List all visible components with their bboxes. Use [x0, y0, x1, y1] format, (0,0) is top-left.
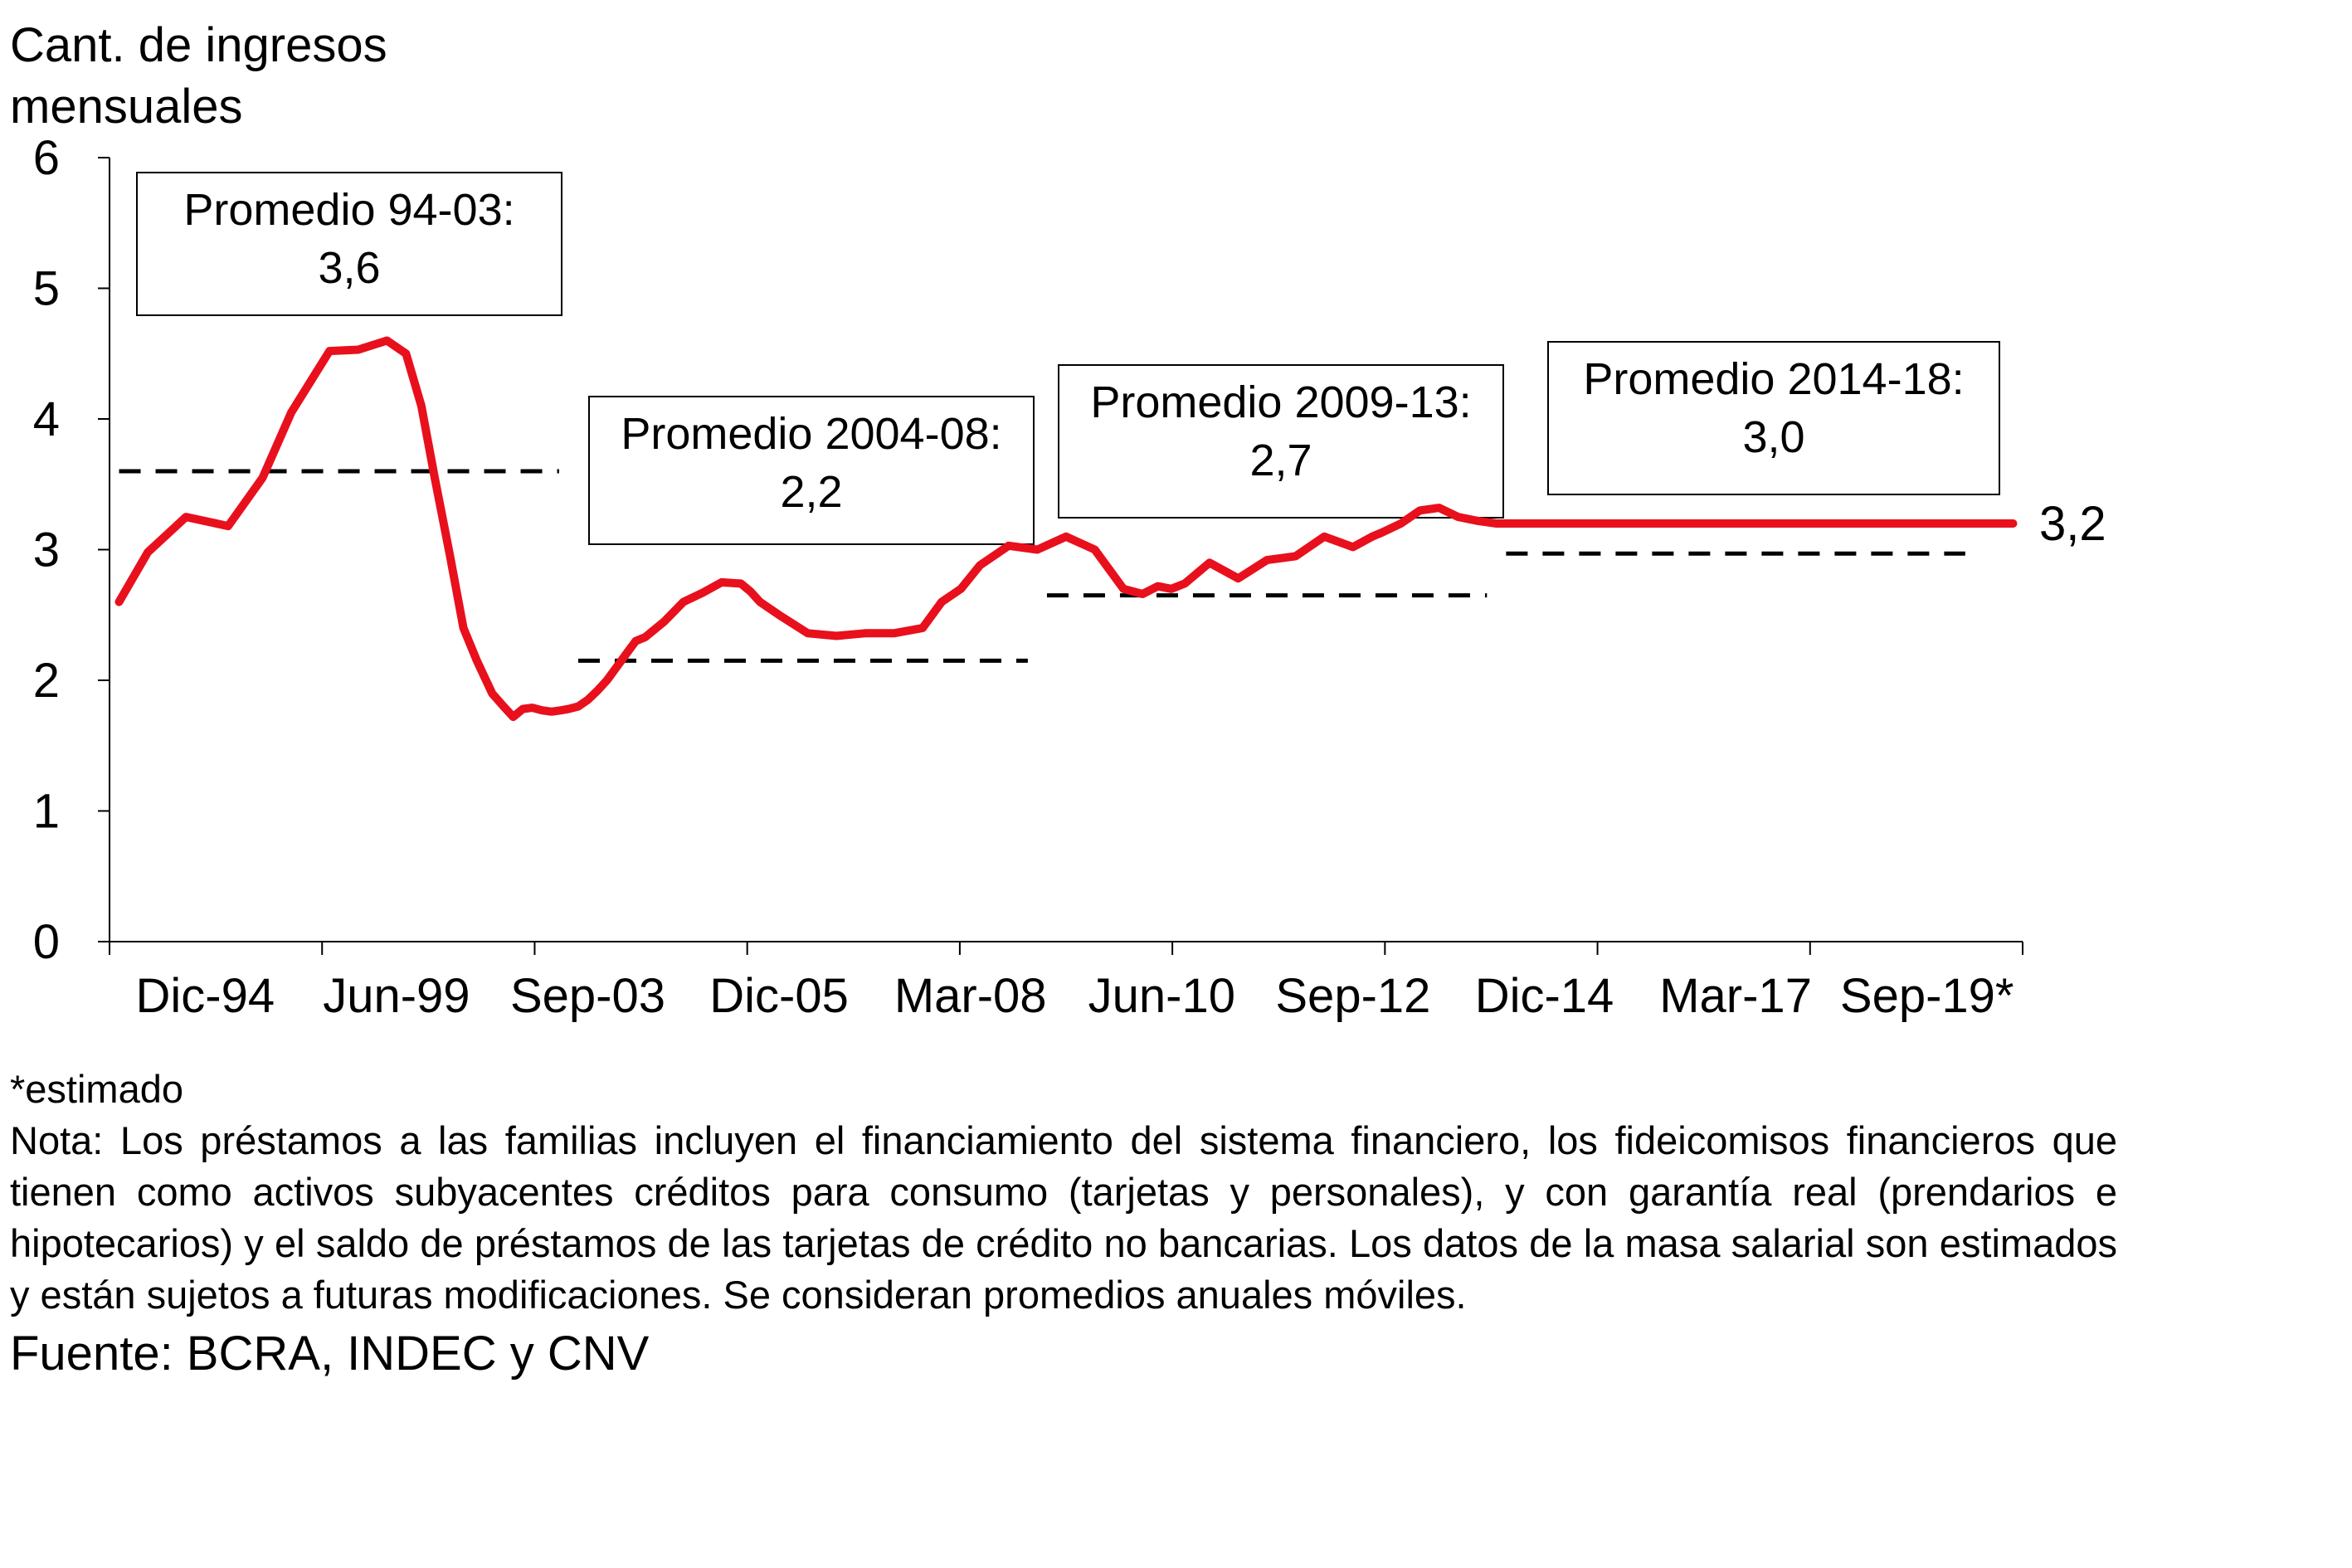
- x-tick-label: Mar-17: [1659, 969, 1812, 1023]
- series-line: [114, 336, 2018, 722]
- x-tick-label: Dic-14: [1475, 969, 1614, 1023]
- x-tick-label: Mar-08: [894, 969, 1047, 1023]
- x-tick-label: Jun-99: [323, 969, 470, 1023]
- y-tick-label: 2: [33, 654, 60, 708]
- line-chart: 0 1 2 3 4 5 6 Dic-94 Jun-99 Sep-03 Dic-05 Mar-08 Jun…: [33, 131, 2106, 1023]
- x-tick-label: Dic-05: [709, 969, 849, 1023]
- y-axis-label: Cant. de ingresos mensuales: [10, 18, 387, 134]
- average-annotation-box: [1058, 364, 1504, 519]
- x-tick-label: Dic-94: [135, 969, 275, 1023]
- average-annotation-box: [588, 396, 1035, 545]
- average-annotation-value: 2,2: [780, 467, 842, 517]
- average-annotation-value: 3,0: [1742, 412, 1804, 462]
- average-annotation-label: Promedio 2009-13:: [1090, 377, 1471, 427]
- y-tick-label: 0: [33, 915, 60, 969]
- x-tick-label: Sep-03: [510, 969, 665, 1023]
- y-tick-label: 1: [33, 785, 60, 839]
- x-tick-label: Sep-19*: [1840, 969, 2014, 1023]
- x-tick-label: Sep-12: [1275, 969, 1430, 1023]
- end-value-label: 3,2: [2039, 497, 2106, 551]
- average-annotation-label: Promedio 94-03:: [183, 185, 514, 235]
- y-tick-label: 4: [33, 392, 60, 446]
- y-tick-label: 6: [33, 131, 60, 185]
- y-tick-label: 5: [33, 262, 60, 316]
- x-tick-label: Jun-10: [1088, 969, 1235, 1023]
- average-annotation-label: Promedio 2004-08:: [621, 409, 1001, 459]
- average-annotation-value: 2,7: [1249, 436, 1312, 485]
- chart-notes: *estimado Nota: Los préstamos a las fami…: [10, 1064, 2117, 1387]
- average-annotation-box: [1547, 341, 2000, 495]
- methodology-note: Nota: Los préstamos a las familias inclu…: [10, 1118, 2117, 1317]
- average-annotation-box: [136, 172, 562, 316]
- average-annotation-value: 3,6: [318, 243, 380, 293]
- estimated-note: *estimado: [10, 1067, 183, 1111]
- y-tick-label: 3: [33, 523, 60, 577]
- source-note: Fuente: BCRA, INDEC y CNV: [10, 1327, 650, 1381]
- average-annotation-label: Promedio 2014-18:: [1583, 354, 1964, 404]
